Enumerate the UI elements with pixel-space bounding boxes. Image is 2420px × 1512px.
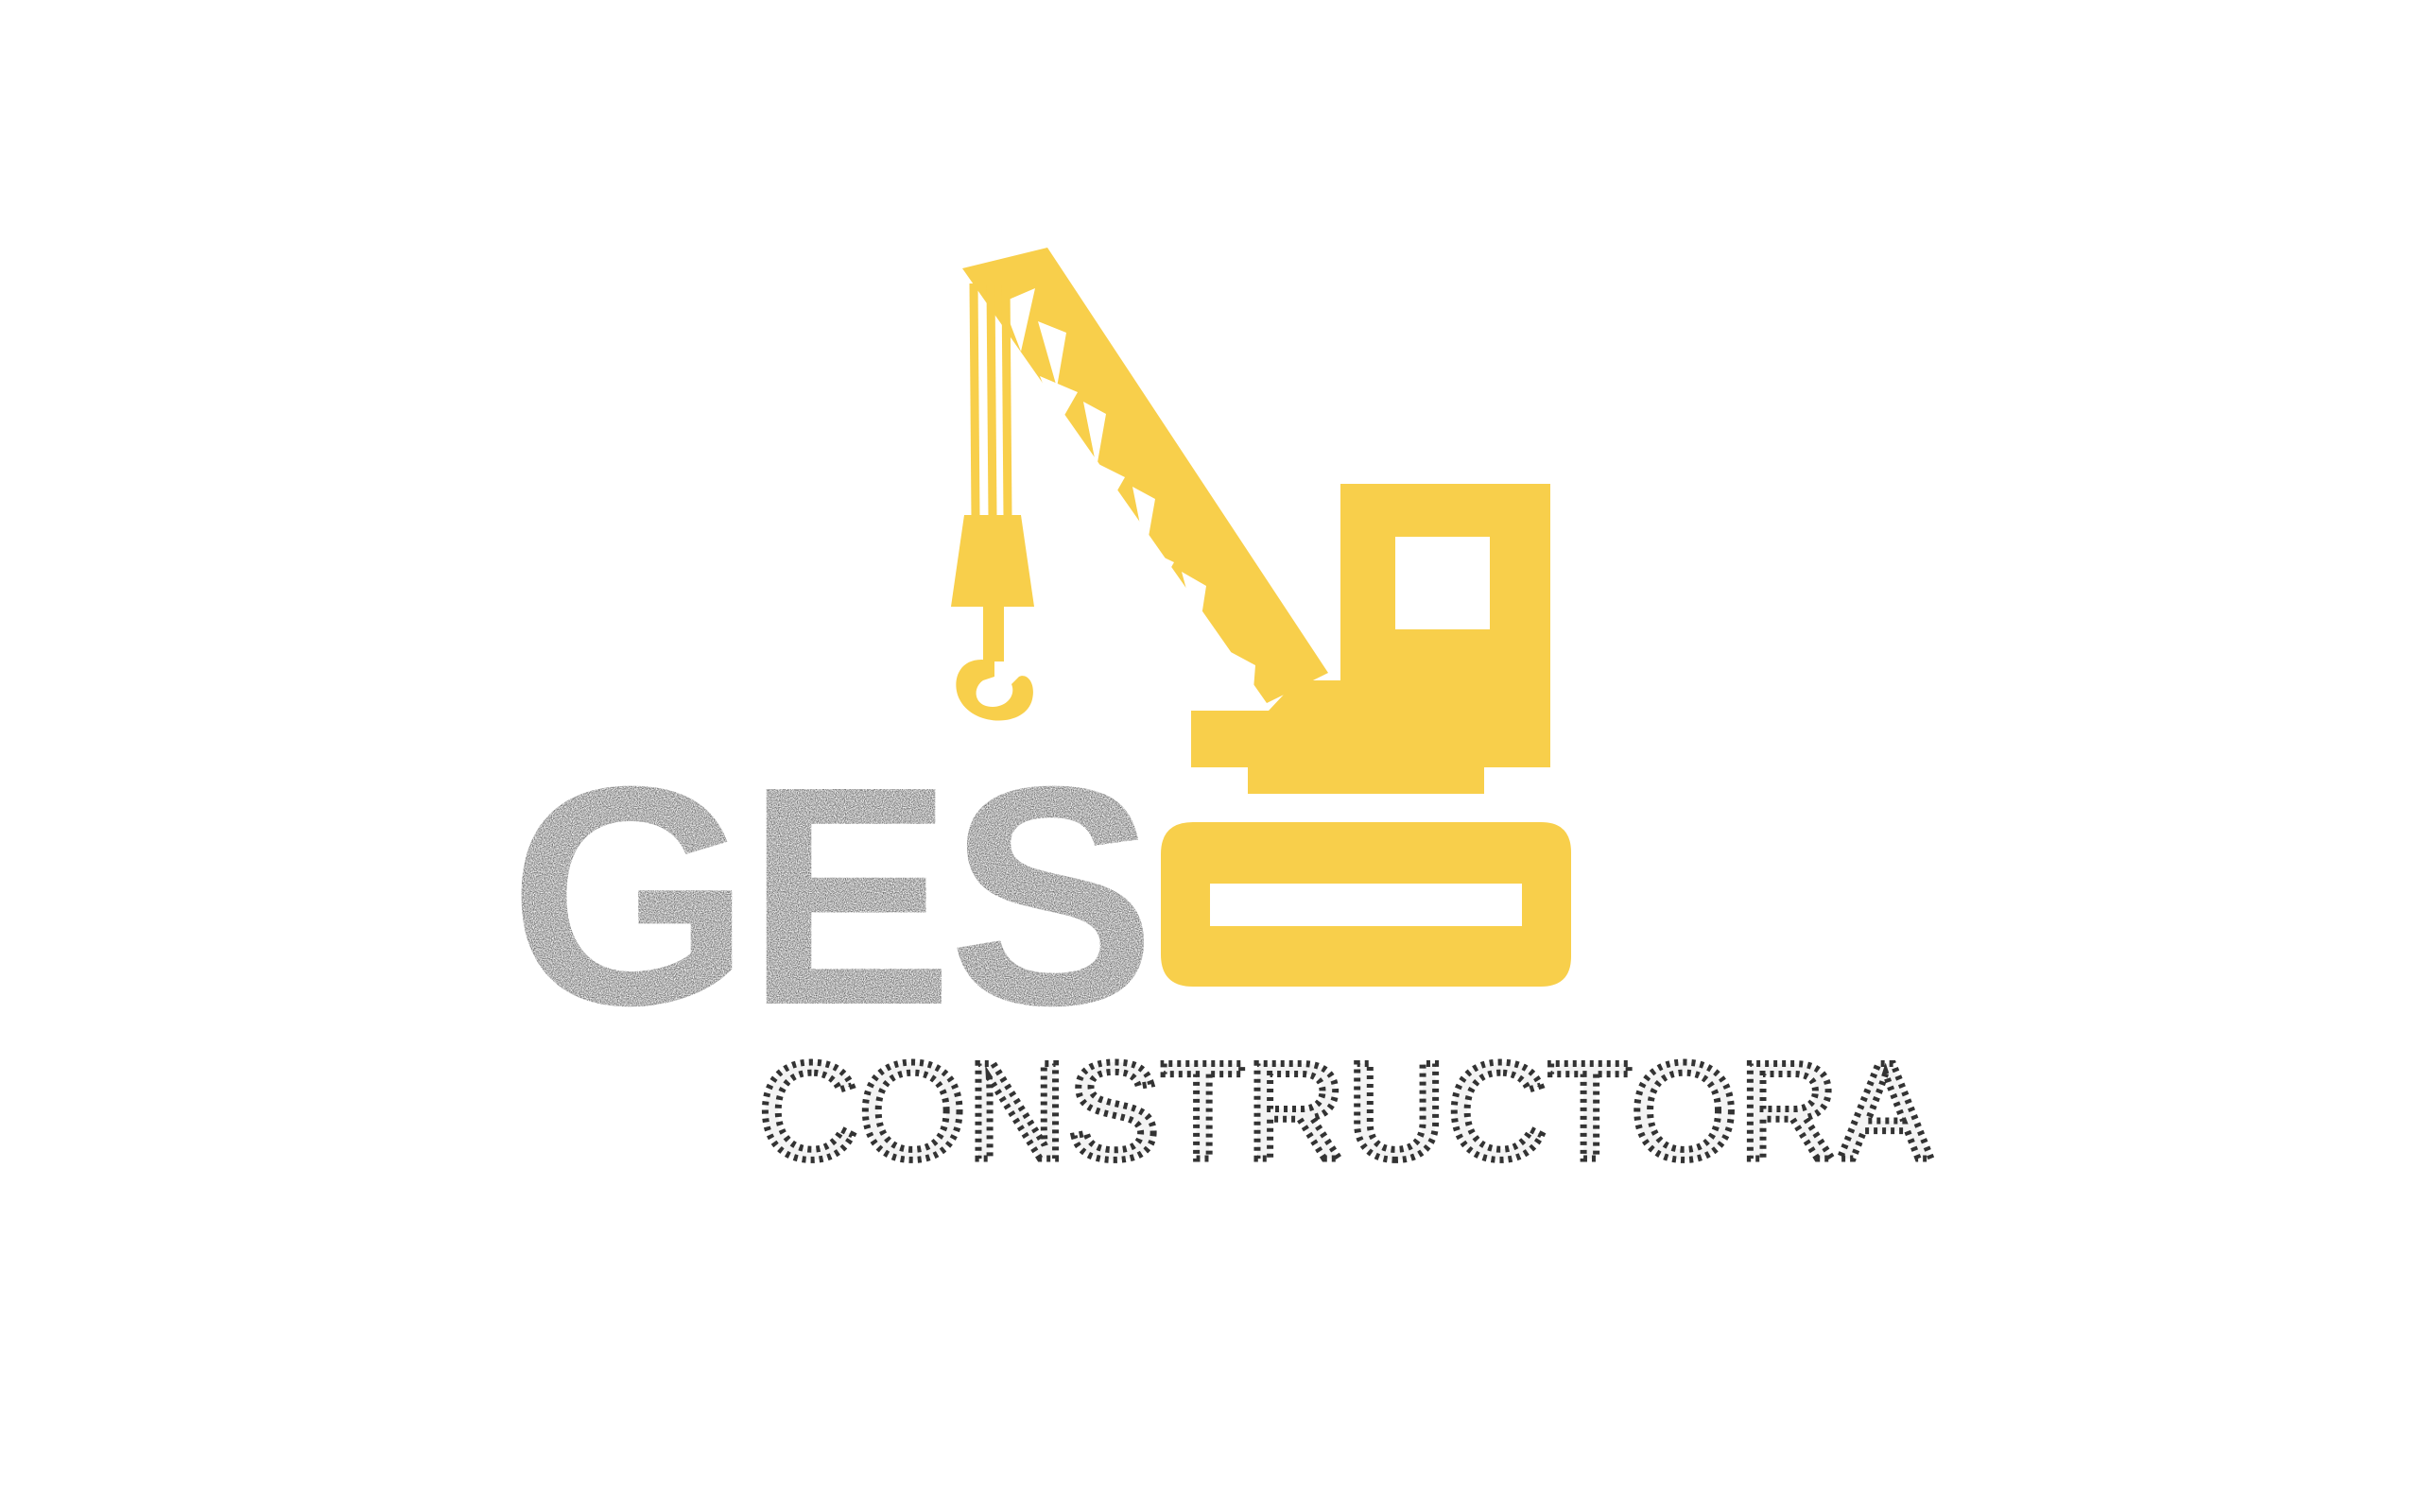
crawler-crane-icon xyxy=(951,248,1571,987)
brand-wordmark: GES xyxy=(509,721,1156,1070)
brand-name-text: GES xyxy=(509,721,1150,1070)
crawler-track xyxy=(1161,822,1571,987)
crane-boom xyxy=(962,248,1328,703)
crane-cab xyxy=(1191,484,1550,794)
hook-icon xyxy=(951,515,1034,721)
tagline: CONSTRUCTORA xyxy=(755,1031,1935,1192)
crane-cables xyxy=(969,283,1012,519)
cab-window xyxy=(1395,537,1490,629)
tagline-text: CONSTRUCTORA xyxy=(758,1034,1932,1188)
